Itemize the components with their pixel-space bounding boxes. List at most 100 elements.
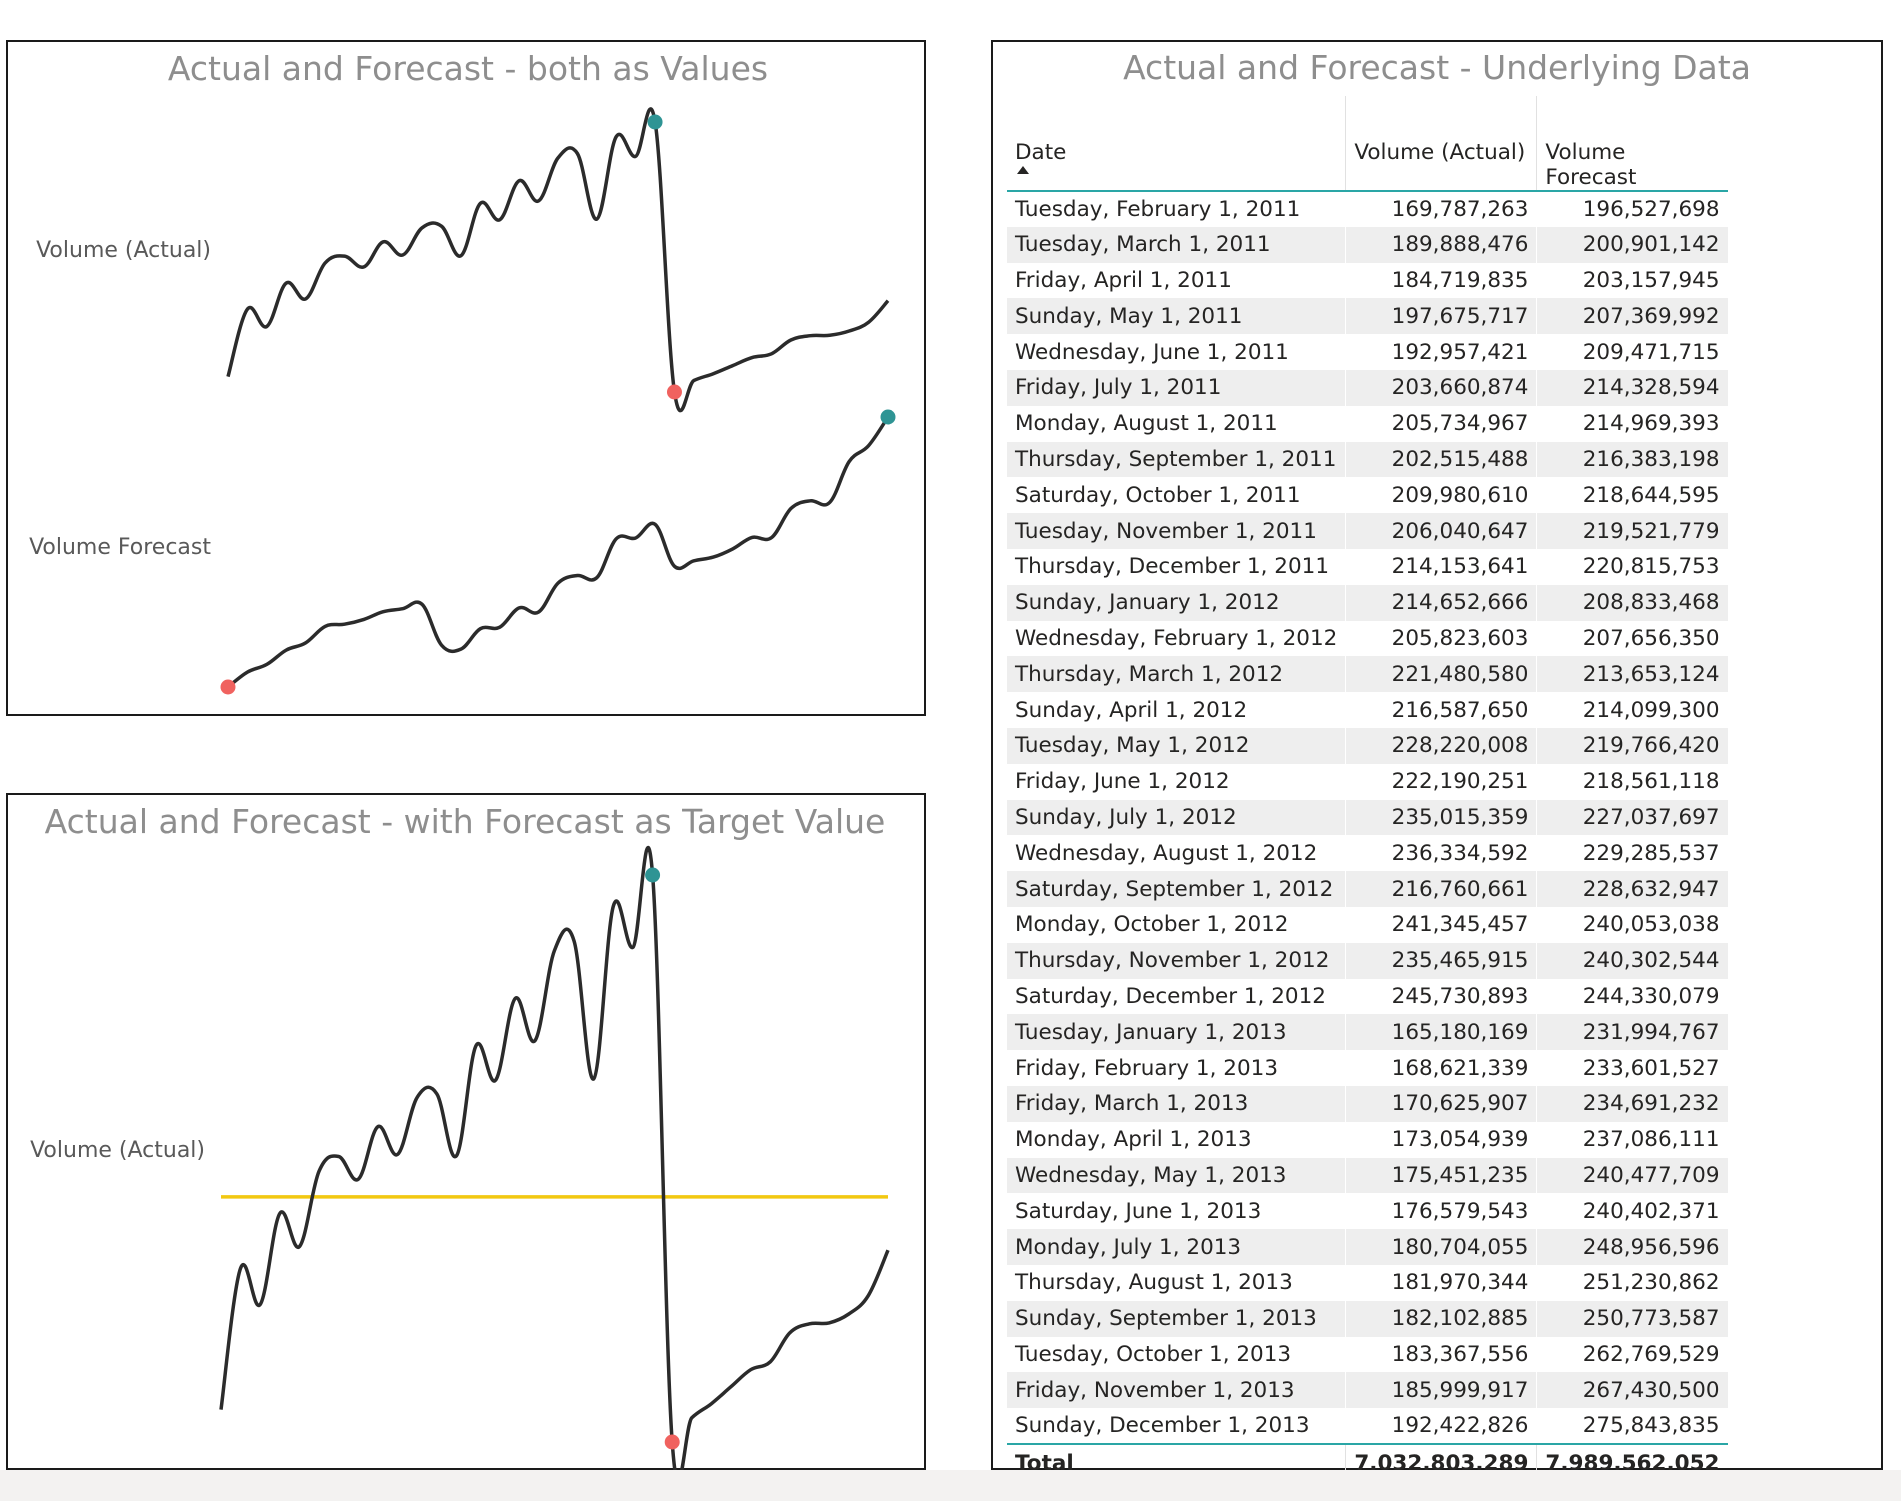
cell-forecast: 219,766,420	[1536, 727, 1728, 764]
cell-forecast: 248,956,596	[1536, 1229, 1728, 1265]
series-label-actual: Volume (Actual)	[36, 238, 211, 263]
cell-forecast: 207,369,992	[1536, 298, 1728, 335]
cell-actual: 245,730,893	[1345, 978, 1537, 1015]
table-row[interactable]: Tuesday, May 1, 2012 228,220,008 219,766,4…	[1007, 727, 1728, 764]
cell-actual: 209,980,610	[1345, 477, 1537, 514]
cell-actual: 176,579,543	[1345, 1193, 1537, 1230]
table-row[interactable]: Friday, June 1, 2012 222,190,251 218,561,1…	[1007, 763, 1728, 800]
table-row[interactable]: Friday, November 1, 2013 185,999,917 267,4…	[1007, 1372, 1728, 1409]
series-actual-line	[219, 846, 890, 1472]
cell-actual: 202,515,488	[1345, 441, 1537, 478]
sparkline-visual-target[interactable]: Actual and Forecast - with Forecast as T…	[6, 793, 926, 1472]
table-row[interactable]: Saturday, September 1, 2012 216,760,661 22…	[1007, 871, 1728, 907]
table-row[interactable]: Friday, February 1, 2013 168,621,339 233,6…	[1007, 1050, 1728, 1086]
table-row[interactable]: Tuesday, January 1, 2013 165,180,169 231,9…	[1007, 1014, 1728, 1051]
cell-actual: 175,451,235	[1345, 1157, 1537, 1194]
table-row[interactable]: Tuesday, February 1, 2011 169,787,263 196,…	[1007, 191, 1728, 227]
table-row[interactable]: Saturday, October 1, 2011 209,980,610 218,…	[1007, 477, 1728, 514]
cell-forecast: 218,561,118	[1536, 763, 1728, 800]
cell-date: Thursday, November 1, 2012	[1007, 942, 1346, 979]
cell-date: Friday, November 1, 2013	[1007, 1372, 1346, 1409]
table-row[interactable]: Friday, March 1, 2013 170,625,907 234,691,…	[1007, 1085, 1728, 1122]
sparkline-visual-values[interactable]: Actual and Forecast - both as Values Vol…	[6, 40, 926, 716]
cell-date: Thursday, September 1, 2011	[1007, 441, 1346, 478]
data-table: Date Volume (Actual) Volume Forecast Tue…	[1007, 96, 1728, 1482]
high-point-marker	[645, 867, 661, 883]
cell-actual: 181,970,344	[1345, 1264, 1537, 1301]
cell-actual: 185,999,917	[1345, 1372, 1537, 1409]
cell-date: Wednesday, February 1, 2012	[1015, 625, 1338, 651]
cell-forecast: 233,601,527	[1536, 1050, 1728, 1086]
cell-date: Tuesday, May 1, 2012	[1007, 727, 1346, 764]
cell-actual: 180,704,055	[1345, 1229, 1537, 1265]
cell-date: Friday, July 1, 2011	[1007, 369, 1346, 406]
table-row[interactable]: Thursday, December 1, 2011 214,153,641 220…	[1007, 548, 1728, 585]
cell-date: Sunday, May 1, 2011	[1007, 298, 1346, 335]
sparkline-path	[226, 107, 890, 413]
cell-forecast: 240,053,038	[1536, 906, 1728, 943]
cell-forecast: 240,402,371	[1536, 1193, 1728, 1230]
table-row[interactable]: Tuesday, October 1, 2013 183,367,556 262,7…	[1007, 1336, 1728, 1373]
table-row[interactable]: Monday, April 1, 2013 173,054,939 237,086,…	[1007, 1121, 1728, 1158]
table-row[interactable]: Sunday, December 1, 2013 192,422,826 275,8…	[1007, 1408, 1728, 1444]
table-row[interactable]: Thursday, August 1, 2013 181,970,344 251,2…	[1007, 1264, 1728, 1301]
table-row[interactable]: Wednesday, August 1, 2012 236,334,592 229,…	[1007, 835, 1728, 872]
cell-forecast: 251,230,862	[1536, 1264, 1728, 1301]
cell-actual: 241,345,457	[1345, 906, 1537, 943]
cell-date: Sunday, April 1, 2012	[1015, 697, 1248, 723]
table-row[interactable]: Monday, October 1, 2012 241,345,457 240,05…	[1007, 906, 1728, 943]
table-row[interactable]: Sunday, April 1, 2012 216,587,650 214,099,…	[1007, 692, 1728, 728]
cell-date: Saturday, September 1, 2012	[1007, 871, 1346, 907]
table-row[interactable]: Wednesday, June 1, 2011 192,957,421 209,47…	[1007, 334, 1728, 370]
cell-forecast: 267,430,500	[1536, 1372, 1728, 1409]
series-actual-line	[226, 107, 890, 413]
cell-actual: 228,220,008	[1345, 727, 1537, 764]
cell-forecast: 200,901,142	[1536, 226, 1728, 263]
series-forecast-line	[220, 409, 896, 695]
cell-actual: 216,760,661	[1345, 871, 1537, 907]
cell-actual: 205,734,967	[1345, 405, 1537, 442]
cell-forecast: 216,383,198	[1536, 441, 1728, 478]
cell-actual: 173,054,939	[1345, 1121, 1537, 1158]
cell-actual: 169,787,263	[1345, 191, 1537, 227]
table-visual[interactable]: Actual and Forecast - Underlying Data Da…	[991, 40, 1883, 1482]
table-row[interactable]: Friday, July 1, 2011 203,660,874 214,328,5…	[1007, 369, 1728, 406]
column-header-actual[interactable]: Volume (Actual)	[1345, 96, 1537, 192]
table-row[interactable]: Thursday, March 1, 2012 221,480,580 213,65…	[1007, 656, 1728, 693]
table-row[interactable]: Friday, April 1, 2011 184,719,835 203,157,…	[1007, 262, 1728, 299]
cell-forecast: 275,843,835	[1536, 1408, 1728, 1444]
cell-forecast: 214,099,300	[1536, 692, 1728, 728]
column-header-forecast[interactable]: Volume Forecast	[1536, 96, 1728, 192]
cell-actual: 203,660,874	[1345, 369, 1537, 406]
high-point-marker	[880, 409, 896, 425]
cell-actual: 165,180,169	[1345, 1014, 1537, 1051]
table-row[interactable]: Thursday, September 1, 2011 202,515,488 21…	[1007, 441, 1728, 478]
column-header-date[interactable]: Date	[1007, 96, 1346, 192]
cell-forecast: 231,994,767	[1536, 1014, 1728, 1051]
cell-forecast: 234,691,232	[1536, 1085, 1728, 1122]
cell-forecast: 214,969,393	[1536, 405, 1728, 442]
table-row[interactable]: Monday, July 1, 2013 180,704,055 248,956,5…	[1007, 1229, 1728, 1265]
table-row[interactable]: Saturday, June 1, 2013 176,579,543 240,402…	[1007, 1193, 1728, 1230]
table-row[interactable]: Tuesday, March 1, 2011 189,888,476 200,901…	[1007, 226, 1728, 263]
table-row[interactable]: Sunday, May 1, 2011 197,675,717 207,369,99…	[1007, 298, 1728, 335]
cell-forecast: 208,833,468	[1536, 584, 1728, 621]
cell-actual: 183,367,556	[1345, 1336, 1537, 1373]
table-row[interactable]: Sunday, January 1, 2012 214,652,666 208,83…	[1007, 584, 1728, 621]
table-row[interactable]: Saturday, December 1, 2012 245,730,893 244…	[1007, 978, 1728, 1015]
table-row[interactable]: Tuesday, November 1, 2011 206,040,647 219,…	[1007, 513, 1728, 549]
table-row[interactable]: Wednesday, February 1, 2012 205,823,603 20…	[1007, 620, 1728, 657]
sparkline-chart-values: Actual and Forecast - both as Values Vol…	[29, 49, 896, 695]
cell-actual: 205,823,603	[1345, 620, 1537, 657]
table-row[interactable]: Wednesday, May 1, 2013 175,451,235 240,477…	[1007, 1157, 1728, 1194]
low-point-marker	[220, 679, 236, 695]
cell-date: Sunday, January 1, 2012	[1007, 584, 1346, 621]
sparkline-path	[219, 846, 890, 1472]
sort-ascending-icon[interactable]	[1017, 166, 1029, 174]
table-row[interactable]: Thursday, November 1, 2012 235,465,915 240…	[1007, 942, 1728, 979]
table-row[interactable]: Sunday, July 1, 2012 235,015,359 227,037,6…	[1007, 799, 1728, 836]
table-row[interactable]: Monday, August 1, 2011 205,734,967 214,969…	[1007, 405, 1728, 442]
table-row[interactable]: Sunday, September 1, 2013 182,102,885 250,…	[1007, 1300, 1728, 1337]
cell-date: Monday, April 1, 2013	[1015, 1127, 1252, 1153]
cell-actual: 214,153,641	[1345, 548, 1537, 585]
